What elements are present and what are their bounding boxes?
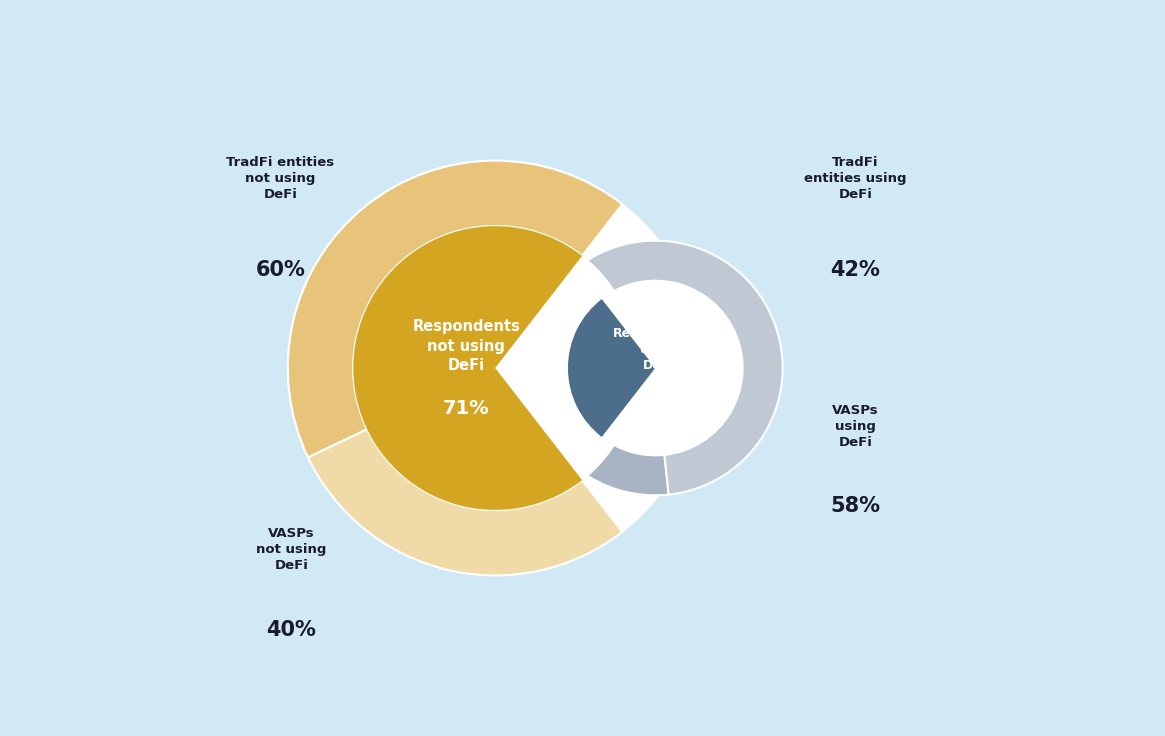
Wedge shape xyxy=(577,437,669,495)
Wedge shape xyxy=(577,241,783,495)
Text: TradFi
entities using
DeFi: TradFi entities using DeFi xyxy=(804,156,906,202)
Circle shape xyxy=(569,280,742,456)
Text: 58%: 58% xyxy=(831,496,881,516)
Circle shape xyxy=(288,160,702,576)
Text: VASPs
using
DeFi: VASPs using DeFi xyxy=(832,404,878,449)
Text: 40%: 40% xyxy=(267,620,317,640)
Text: 60%: 60% xyxy=(255,260,305,280)
Text: Respondents
using
DeFi: Respondents using DeFi xyxy=(613,328,705,372)
Circle shape xyxy=(528,241,783,495)
Text: 29%: 29% xyxy=(638,388,679,406)
Wedge shape xyxy=(569,299,655,437)
Text: TradFi entities
not using
DeFi: TradFi entities not using DeFi xyxy=(226,156,334,202)
Text: 42%: 42% xyxy=(831,260,881,280)
Wedge shape xyxy=(308,429,622,576)
Wedge shape xyxy=(569,299,655,437)
Text: Respondents
not using
DeFi: Respondents not using DeFi xyxy=(412,319,520,373)
Text: 71%: 71% xyxy=(443,398,489,417)
Text: VASPs
not using
DeFi: VASPs not using DeFi xyxy=(256,528,326,573)
Wedge shape xyxy=(353,226,582,510)
Circle shape xyxy=(353,226,637,510)
Wedge shape xyxy=(288,160,622,458)
Wedge shape xyxy=(353,226,582,510)
